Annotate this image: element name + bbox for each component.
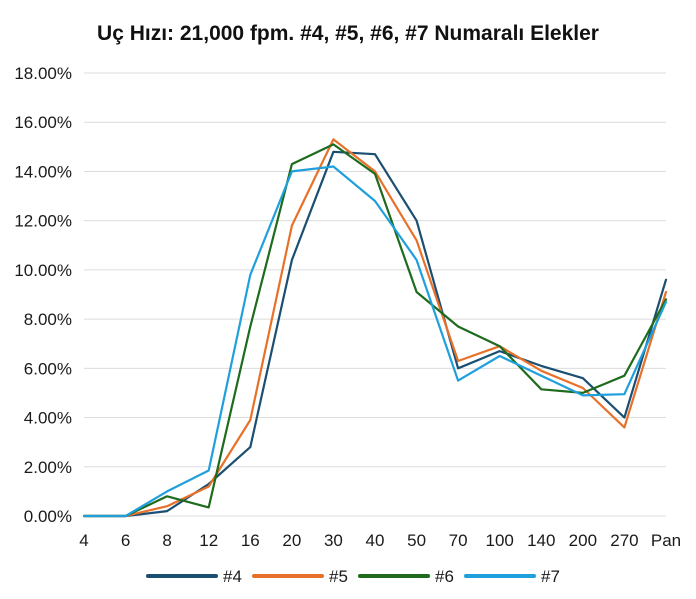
x-tick-label: 270 (610, 531, 638, 550)
x-tick-label: 50 (407, 531, 426, 550)
series-line-no6 (82, 143, 668, 518)
x-tick-label: 16 (241, 531, 260, 550)
series-line-no7 (82, 165, 668, 518)
series-lines (82, 138, 668, 518)
legend-label: #7 (541, 567, 560, 586)
y-tick-label: 10.00% (14, 261, 72, 280)
x-tick-label: 70 (449, 531, 468, 550)
y-tick-label: 18.00% (14, 64, 72, 83)
series-line-no4 (82, 150, 668, 518)
series-line-no5 (82, 138, 668, 518)
y-tick-label: 4.00% (24, 409, 72, 428)
x-tick-label: 6 (121, 531, 130, 550)
legend-label: #5 (329, 567, 348, 586)
x-tick-label: 100 (486, 531, 514, 550)
y-tick-label: 16.00% (14, 113, 72, 132)
legend-label: #4 (223, 567, 242, 586)
x-tick-label: Pan (651, 531, 681, 550)
y-tick-label: 12.00% (14, 212, 72, 231)
y-tick-label: 14.00% (14, 162, 72, 181)
y-axis-ticks: 0.00% 2.00% 4.00% 6.00% 8.00% 10.00% 12.00% 14.… (14, 64, 72, 526)
y-tick-label: 2.00% (24, 458, 72, 477)
x-tick-label: 200 (569, 531, 597, 550)
legend-label: #6 (435, 567, 454, 586)
legend: #4 #5 #6 #7 (146, 567, 560, 586)
x-tick-label: 40 (366, 531, 385, 550)
x-tick-label: 140 (527, 531, 555, 550)
x-tick-label: 12 (199, 531, 218, 550)
x-tick-label: 30 (324, 531, 343, 550)
x-tick-label: 20 (282, 531, 301, 550)
x-tick-label: 4 (79, 531, 88, 550)
y-tick-label: 0.00% (24, 507, 72, 526)
gridlines (84, 72, 666, 517)
x-tick-label: 8 (162, 531, 171, 550)
chart-title: Uç Hızı: 21,000 fpm. #4, #5, #6, #7 Numa… (97, 22, 599, 45)
y-tick-label: 8.00% (24, 310, 72, 329)
y-tick-label: 6.00% (24, 359, 72, 378)
x-axis-ticks: 4 6 8 12 16 20 30 40 50 70 100 140 200 270 Pan (79, 531, 681, 550)
